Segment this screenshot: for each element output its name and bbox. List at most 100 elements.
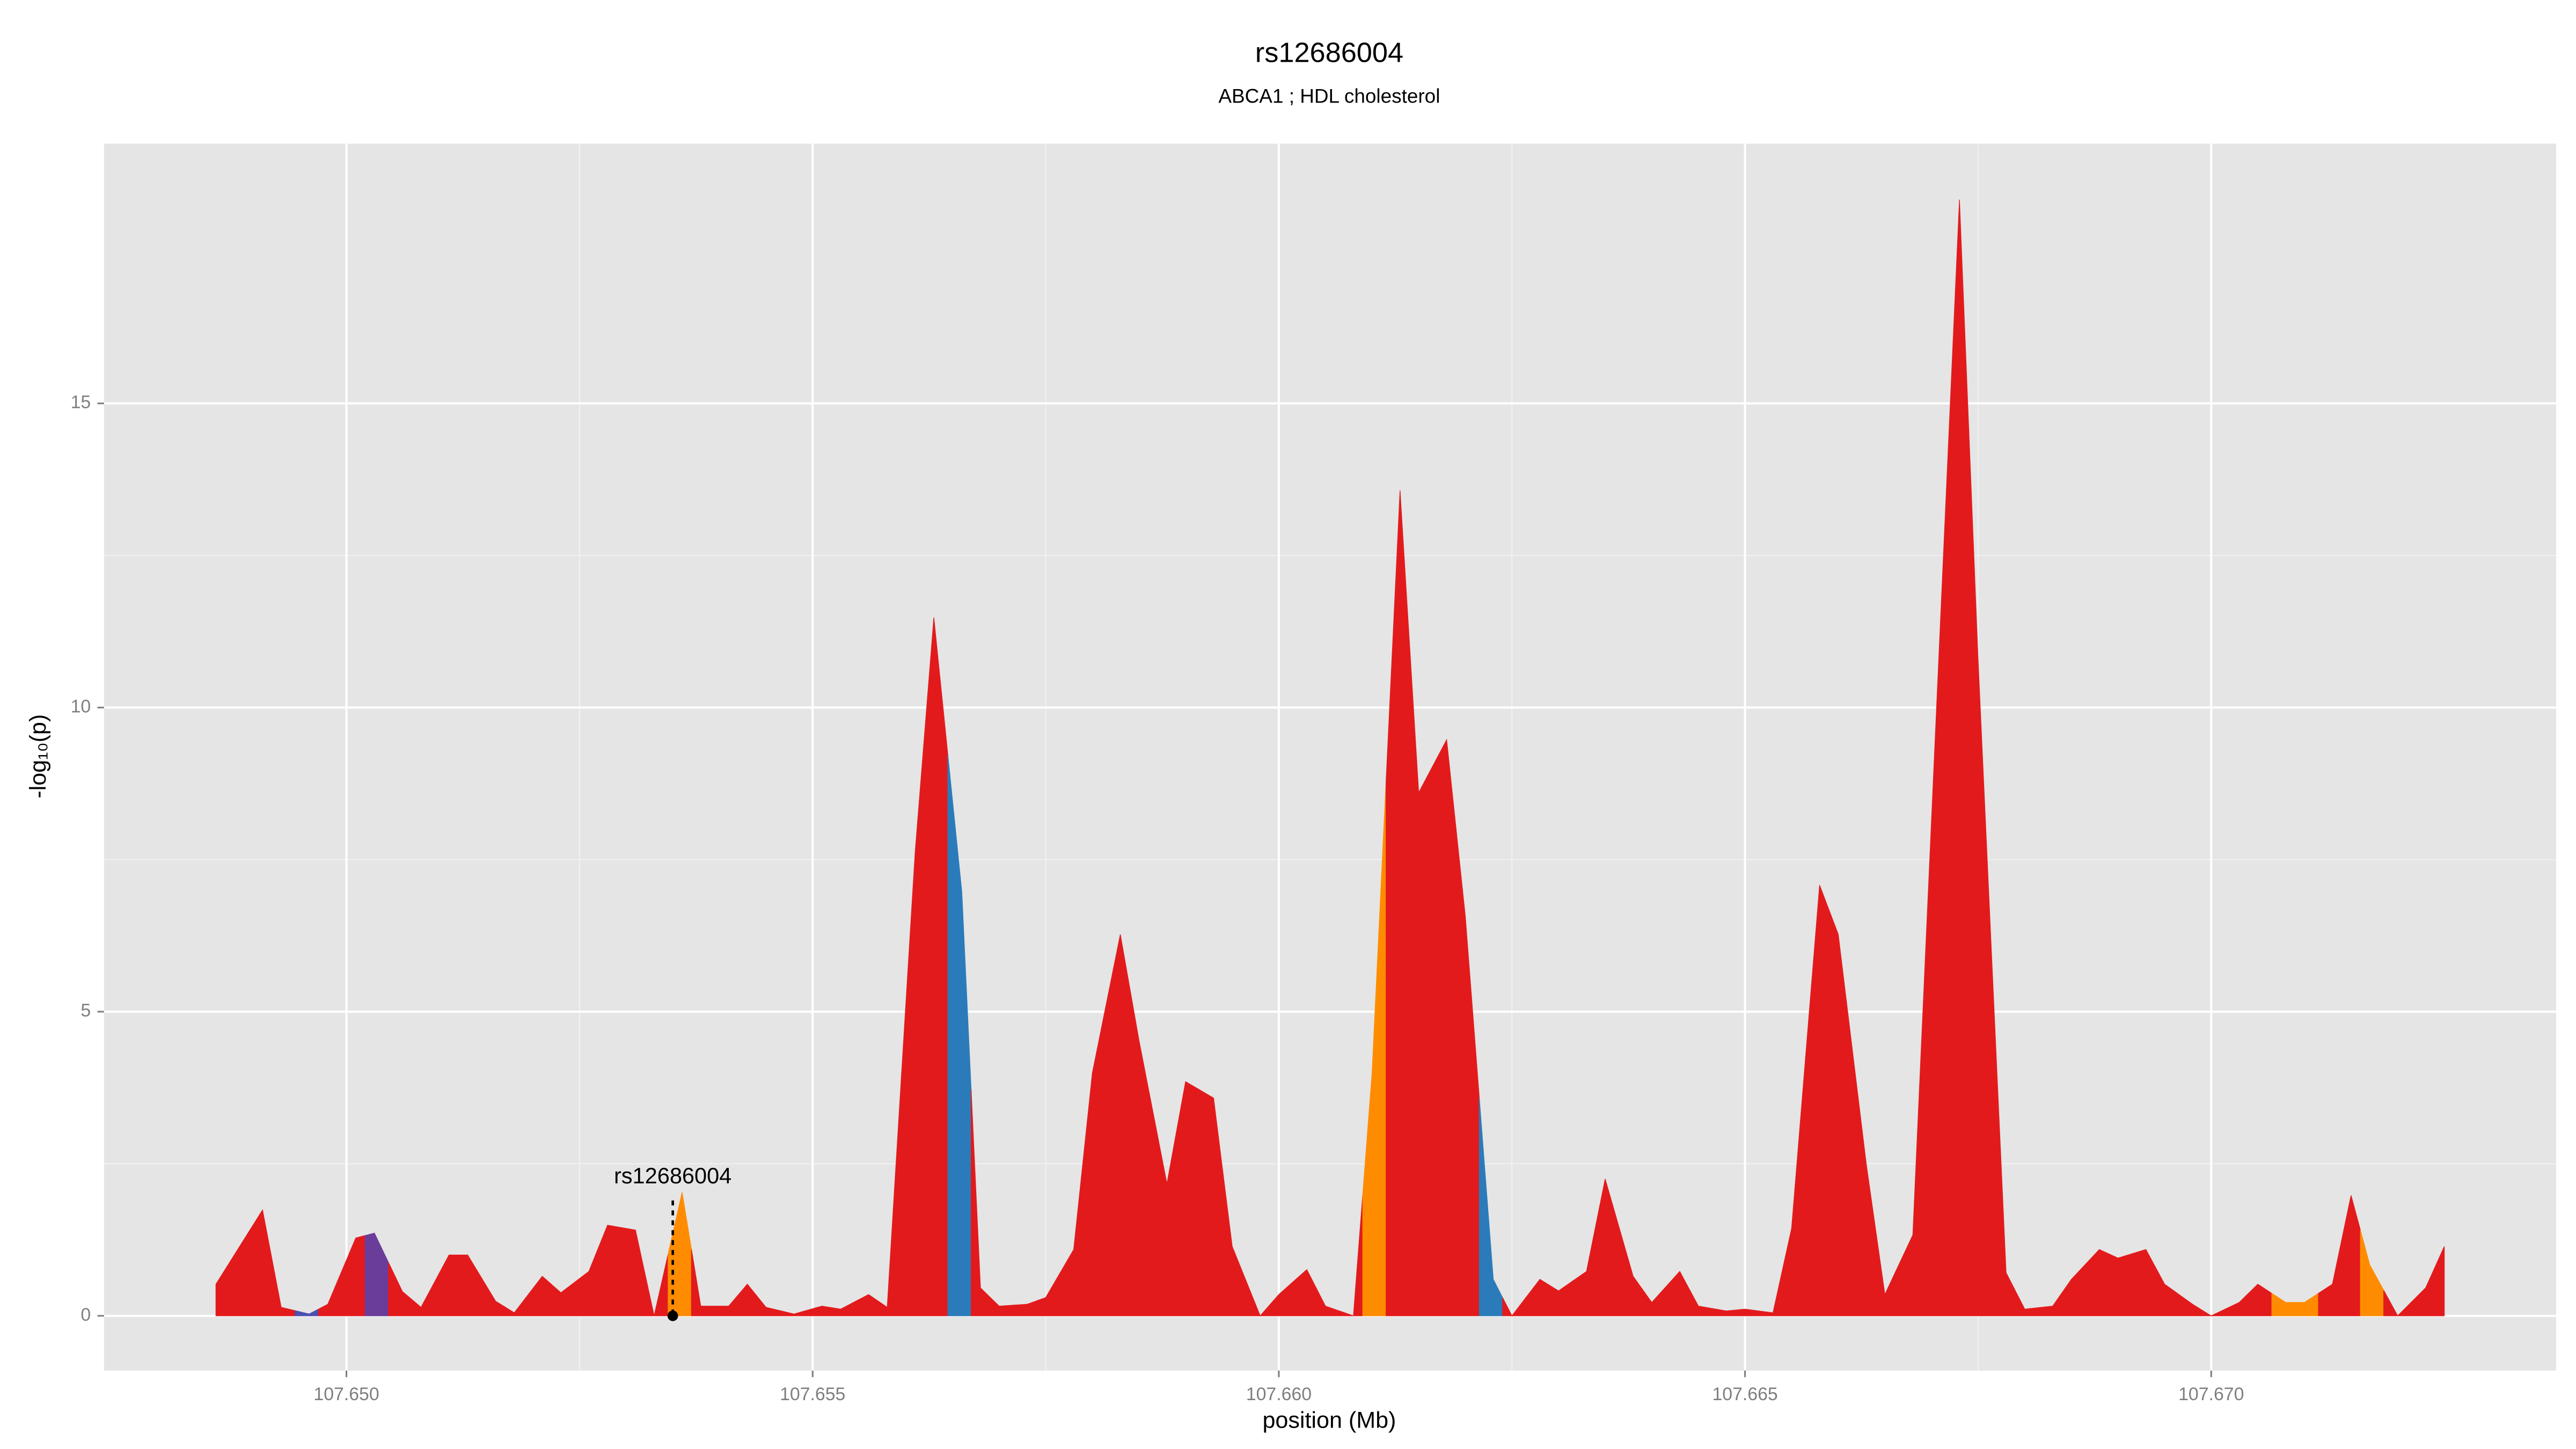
area-segment: [1665, 1271, 1689, 1316]
area-segment: [598, 1225, 622, 1316]
area-segment: [1898, 717, 1937, 1316]
area-segment: [737, 1283, 757, 1316]
area-segment: [2015, 1291, 2039, 1316]
chart-title: rs12686004: [1255, 37, 1403, 68]
area-segment: [779, 1309, 809, 1316]
area-segment: [1315, 1287, 1340, 1316]
area-segment: [341, 1235, 365, 1316]
area-segment: [1828, 910, 1853, 1316]
area-segment: [2224, 1292, 2249, 1316]
area-segment: [1936, 199, 1970, 1316]
area-segment: [1246, 1280, 1270, 1316]
area-segment: [1479, 1097, 1503, 1316]
area-segment: [989, 1296, 1014, 1316]
area-segment: [2038, 1291, 2062, 1316]
area-segment: [1129, 987, 1153, 1316]
area-segment: [2341, 1195, 2361, 1316]
area-segment: [574, 1248, 599, 1316]
area-segment: [1735, 1308, 1760, 1316]
area-segment: [411, 1280, 436, 1316]
area-segment: [970, 1089, 990, 1316]
area: [215, 199, 2445, 1316]
area-segment: [2085, 1249, 2109, 1316]
area-segment: [2383, 1290, 2412, 1316]
area-segment: [1223, 1172, 1247, 1316]
area-segment: [1502, 1297, 1526, 1316]
area-segment: [481, 1277, 506, 1316]
area-segment: [1759, 1270, 1783, 1316]
area-segment: [504, 1293, 529, 1316]
area-segment: [1059, 1161, 1084, 1316]
area-segment: [364, 1232, 389, 1316]
area-segment: [2178, 1293, 2202, 1316]
area-segment: [1199, 1089, 1224, 1316]
y-tick-label: 5: [80, 1000, 91, 1021]
area-segment: [2271, 1292, 2296, 1316]
area-segment: [901, 734, 925, 1316]
area-segment: [1992, 967, 2016, 1316]
area-segment: [621, 1227, 646, 1316]
y-axis-title: -log₁₀(p): [25, 714, 51, 799]
x-tick-label: 107.670: [2178, 1384, 2244, 1404]
area-segment: [1269, 1281, 1293, 1316]
area-segment: [1851, 1049, 1876, 1316]
area-segment: [2201, 1308, 2226, 1316]
area-segment: [2411, 1267, 2435, 1316]
area-segment: [271, 1258, 296, 1316]
area-segment: [1455, 828, 1480, 1316]
area-segment: [1572, 1225, 1597, 1316]
area-segment: [1176, 1081, 1200, 1316]
annotation-label: rs12686004: [614, 1163, 731, 1188]
area-segment: [2061, 1263, 2086, 1316]
area-segment: [528, 1276, 552, 1316]
area-segment: [2248, 1284, 2272, 1316]
area-segment: [1432, 738, 1457, 1316]
area-segment: [947, 755, 972, 1316]
area-segment: [691, 1249, 715, 1316]
area-segment: [2131, 1249, 2156, 1316]
area-segment: [2360, 1230, 2384, 1316]
area-segment: [1362, 781, 1387, 1316]
annotation-point: [667, 1310, 678, 1321]
area-segment: [1525, 1279, 1550, 1316]
area-segment: [1036, 1272, 1060, 1316]
y-tick-label: 15: [71, 392, 91, 413]
area-segment: [1595, 1179, 1620, 1316]
area-segment: [1409, 641, 1433, 1316]
x-tick-label: 107.660: [1246, 1384, 1312, 1404]
area-segment: [1642, 1286, 1666, 1316]
area-segment: [2434, 1246, 2445, 1316]
area-segment: [807, 1306, 832, 1316]
area-segment: [714, 1294, 738, 1316]
area-segment: [668, 1192, 692, 1316]
area-segment: [1968, 430, 1993, 1316]
area-segment: [1152, 1112, 1177, 1316]
chart-subtitle: ABCA1 ; HDL cholesterol: [1218, 85, 1440, 107]
area-segment: [1712, 1308, 1736, 1316]
x-tick-label: 107.655: [780, 1384, 845, 1404]
area-segment: [877, 1079, 902, 1316]
y-tick-label: 10: [71, 696, 91, 716]
area-segment: [1339, 1194, 1363, 1316]
y-tick-label: 0: [80, 1305, 91, 1325]
area-segment: [1013, 1300, 1037, 1316]
x-tick-label: 107.665: [1712, 1384, 1777, 1404]
area-segment: [388, 1262, 412, 1316]
area-segment: [434, 1254, 459, 1316]
area-segment: [1082, 1004, 1107, 1316]
area-segment: [1386, 490, 1410, 1316]
area-segment: [2108, 1253, 2133, 1316]
area-segment: [1688, 1289, 1713, 1316]
area-segment: [551, 1281, 575, 1316]
area-segment: [318, 1271, 342, 1316]
area-segment: [1106, 934, 1130, 1316]
area-segment: [2295, 1292, 2319, 1316]
area-segment: [458, 1254, 482, 1316]
area-segment: [1292, 1269, 1317, 1316]
area-segment: [1875, 1229, 1899, 1316]
area-segment: [854, 1294, 879, 1316]
area-segment: [2155, 1267, 2179, 1316]
area-segment: [2318, 1240, 2343, 1316]
area-segment: [1619, 1227, 1643, 1316]
